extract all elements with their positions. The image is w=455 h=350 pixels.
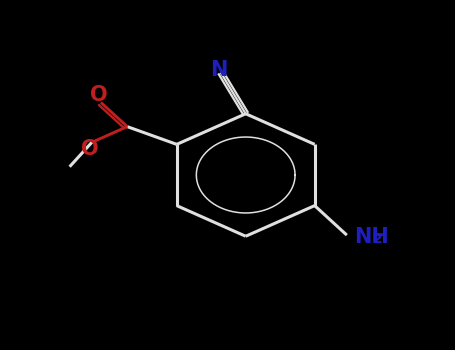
- Text: O: O: [90, 85, 107, 105]
- Text: O: O: [81, 139, 98, 159]
- Text: N: N: [210, 60, 228, 80]
- Text: 2: 2: [373, 232, 383, 246]
- Text: NH: NH: [354, 227, 389, 247]
